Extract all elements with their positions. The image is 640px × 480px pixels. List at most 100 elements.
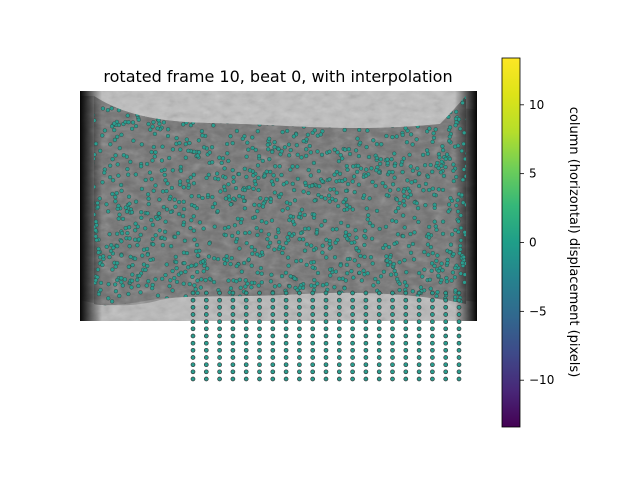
grid-point — [243, 340, 249, 346]
tracked-point — [462, 280, 466, 285]
tracked-point — [94, 152, 97, 157]
tracked-point — [397, 201, 402, 206]
tracked-point — [357, 270, 362, 275]
grid-point — [403, 297, 409, 303]
tracked-point — [450, 232, 455, 237]
tracked-point — [410, 142, 415, 147]
tracked-point — [207, 150, 212, 155]
tracked-point — [206, 254, 211, 259]
grid-point — [203, 319, 209, 325]
grid-point — [310, 312, 316, 317]
tracked-point — [100, 133, 105, 138]
tracked-point — [183, 155, 188, 160]
tracked-point — [244, 241, 249, 246]
tracked-point — [453, 228, 458, 233]
tracked-point — [286, 255, 291, 260]
tracked-point — [182, 207, 187, 212]
grid-point — [336, 333, 342, 339]
grid-point — [297, 355, 302, 360]
colorbar-tick-label: 5 — [529, 167, 537, 181]
tracked-point — [463, 261, 466, 266]
tracked-point — [120, 283, 125, 288]
tracked-point — [294, 143, 299, 148]
tracked-point — [361, 268, 366, 273]
grid-point — [456, 297, 462, 303]
grid-point — [243, 319, 249, 325]
tracked-point — [195, 253, 200, 258]
tracked-point — [328, 267, 333, 272]
tracked-point — [401, 198, 406, 204]
grid-point — [217, 319, 222, 325]
grid-point — [416, 340, 422, 346]
grid-point — [310, 355, 316, 360]
grid-point — [270, 290, 276, 296]
tracked-point — [228, 134, 233, 139]
grid-point — [270, 347, 276, 353]
tracked-point — [139, 215, 144, 220]
tracked-point — [94, 184, 97, 189]
tracked-point — [174, 266, 179, 271]
tracked-point — [137, 273, 142, 278]
tracked-point — [196, 194, 201, 199]
grid-point — [416, 326, 422, 332]
tracked-point — [385, 262, 390, 268]
tracked-point — [428, 286, 433, 291]
tracked-point — [266, 147, 271, 152]
tracked-point — [338, 263, 343, 268]
grid-point — [403, 362, 409, 368]
grid-point — [350, 369, 355, 375]
tracked-point — [146, 121, 151, 127]
tracked-point — [260, 158, 265, 163]
grid-point — [257, 333, 262, 339]
tracked-point — [417, 171, 422, 176]
tracked-point — [243, 278, 248, 283]
grid-point — [363, 369, 369, 375]
tracked-point — [125, 167, 130, 172]
tracked-point — [108, 142, 113, 147]
tracked-point — [188, 226, 193, 231]
tracked-point — [395, 232, 400, 237]
tracked-point — [189, 263, 194, 268]
tracked-point — [428, 245, 433, 250]
tracked-point — [327, 149, 332, 154]
tracked-point — [317, 184, 322, 189]
tracked-point — [417, 183, 422, 189]
tracked-point — [272, 284, 277, 289]
tracked-point — [129, 210, 134, 215]
grid-point — [283, 340, 289, 346]
grid-point — [270, 304, 276, 310]
chart-title: rotated frame 10, beat 0, with interpola… — [103, 67, 452, 86]
grid-point — [443, 290, 449, 296]
grid-point — [283, 319, 289, 325]
tracked-point — [411, 257, 417, 262]
tracked-point — [130, 263, 135, 268]
tracked-point — [362, 254, 367, 259]
tracked-point — [334, 190, 339, 195]
tracked-point — [452, 144, 458, 149]
tracked-point — [165, 181, 170, 186]
tracked-point — [439, 159, 444, 164]
tracked-point — [127, 244, 132, 249]
tracked-point — [312, 283, 317, 289]
tracked-point — [212, 224, 217, 229]
grid-point — [243, 369, 249, 375]
tracked-point — [149, 150, 154, 155]
grid-point — [217, 333, 222, 339]
tracked-point — [234, 279, 239, 284]
grid-point — [257, 319, 262, 325]
tracked-point — [130, 120, 136, 125]
grid-point — [416, 369, 422, 375]
grid-point — [310, 347, 316, 353]
grid-point — [310, 319, 316, 325]
tracked-point — [145, 263, 150, 269]
grid-point — [323, 333, 329, 339]
tracked-point — [187, 282, 192, 287]
grid-point — [230, 362, 236, 368]
grid-point — [376, 312, 382, 317]
tracked-point — [102, 128, 107, 133]
grid-point — [376, 355, 382, 360]
tracked-point — [223, 233, 228, 238]
tracked-point — [190, 274, 195, 279]
tracked-point — [381, 245, 386, 251]
grid-point — [390, 312, 395, 317]
